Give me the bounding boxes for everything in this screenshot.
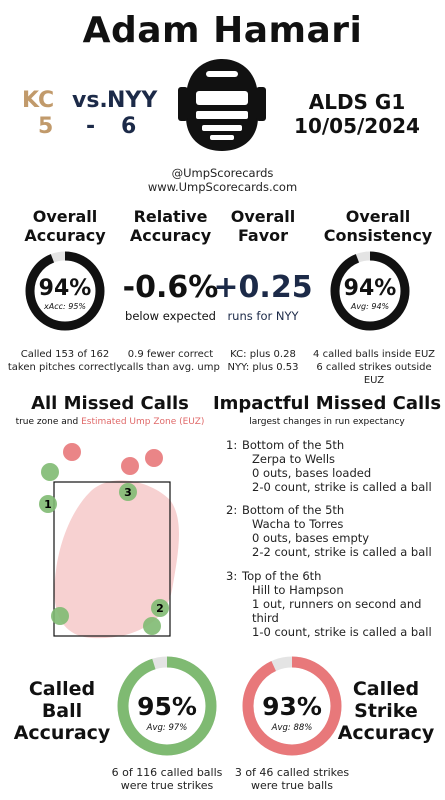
relative-accuracy-title: Relative Accuracy: [129, 207, 212, 245]
overall-consistency-title: Overall Consistency: [323, 207, 433, 245]
missed-calls-plot: 1 3 2: [39, 443, 179, 639]
called-ball-avg: Avg: 97%: [146, 723, 188, 733]
called-strike-label: Called Strike Accuracy: [337, 678, 435, 744]
called-strike-note: 3 of 46 called strikes were true balls: [234, 766, 350, 792]
overall-accuracy-ring: [25, 251, 105, 331]
consistency-avg-label: Avg: 94%: [350, 302, 390, 311]
umpire-mask-logo: [178, 59, 266, 151]
strike-zone-box: [53, 481, 171, 637]
called-ball-note: 6 of 116 called balls were true strikes: [111, 766, 223, 792]
impactful-num: 1:: [226, 438, 238, 452]
missed-call-marker: 3: [119, 483, 137, 501]
score-dash: -: [86, 114, 96, 139]
missed-call-marker: [41, 463, 59, 481]
called-strike-ring: [242, 656, 342, 756]
home-score: 6: [121, 114, 137, 139]
credits: @UmpScorecards www.UmpScorecards.com: [0, 166, 445, 194]
overall-favor-value: +0.25: [213, 270, 313, 305]
called-ball-ring: [117, 656, 217, 756]
marker-label: 3: [124, 486, 132, 499]
home-team: NYY: [107, 88, 158, 113]
overall-favor-sub: runs for NYY: [227, 309, 299, 323]
impactful-num: 2:: [226, 503, 238, 517]
impactful-num: 3:: [226, 569, 238, 583]
impactful-item-3: 3: Top of the 6th Hill to Hampson 1 out,…: [226, 569, 432, 639]
missed-calls-title: All Missed Calls: [31, 393, 189, 414]
impactful-subtitle: largest changes in run expectancy: [249, 417, 405, 427]
away-team: KC: [22, 88, 55, 113]
legend-euz: Estimated Ump Zone (EUZ): [81, 417, 205, 427]
overall-favor-note: KC: plus 0.28 NYY: plus 0.53: [227, 349, 299, 373]
series-label: ALDS G1: [308, 90, 406, 114]
relative-accuracy-value: -0.6%: [122, 270, 219, 305]
website-link[interactable]: www.UmpScorecards.com: [147, 180, 298, 194]
twitter-handle: @UmpScorecards: [171, 166, 274, 180]
overall-accuracy-value: 94%: [38, 276, 92, 301]
missed-call-marker: 1: [39, 495, 57, 513]
impactful-item-2: 2: Bottom of the 5th Wacha to Torres 0 o…: [226, 503, 432, 559]
relative-accuracy-note: 0.9 fewer correct calls than avg. ump: [121, 349, 220, 373]
overall-consistency-value: 94%: [343, 276, 397, 301]
missed-call-marker: [51, 607, 69, 625]
impactful-title: Impactful Missed Calls: [212, 393, 442, 414]
called-ball-label: Called Ball Accuracy: [13, 678, 111, 744]
called-strike-value: 93%: [262, 692, 322, 721]
marker-label: 1: [44, 498, 52, 511]
marker-label: 2: [156, 602, 164, 615]
missed-call-marker: [143, 617, 161, 635]
away-score: 5: [38, 114, 54, 139]
missed-call-marker: [121, 457, 139, 475]
umpire-name: Adam Hamari: [82, 10, 363, 51]
called-strike-avg: Avg: 88%: [271, 723, 313, 733]
overall-consistency-ring: [330, 251, 410, 331]
impactful-item-1: 1: Bottom of the 5th Zerpa to Wells 0 ou…: [226, 438, 432, 494]
missed-call-marker: [145, 449, 163, 467]
legend-true-zone: true zone and: [15, 417, 79, 427]
xacc-label: xAcc: 95%: [43, 302, 87, 311]
missed-calls-legend: true zone and Estimated Ump Zone (EUZ): [10, 417, 210, 427]
missed-call-marker: 2: [151, 599, 169, 617]
overall-consistency-note: 4 called balls inside EUZ 6 called strik…: [313, 349, 435, 386]
overall-accuracy-title: Overall Accuracy: [24, 207, 106, 245]
vs-label: vs.: [72, 88, 108, 113]
overall-accuracy-note: Called 153 of 162 taken pitches correctl…: [7, 349, 123, 373]
overall-favor-title: Overall Favor: [230, 207, 296, 245]
missed-call-marker: [63, 443, 81, 461]
called-ball-value: 95%: [137, 692, 197, 721]
euz-region: [54, 480, 179, 639]
relative-accuracy-sub: below expected: [125, 309, 216, 323]
game-date: 10/05/2024: [294, 114, 420, 138]
